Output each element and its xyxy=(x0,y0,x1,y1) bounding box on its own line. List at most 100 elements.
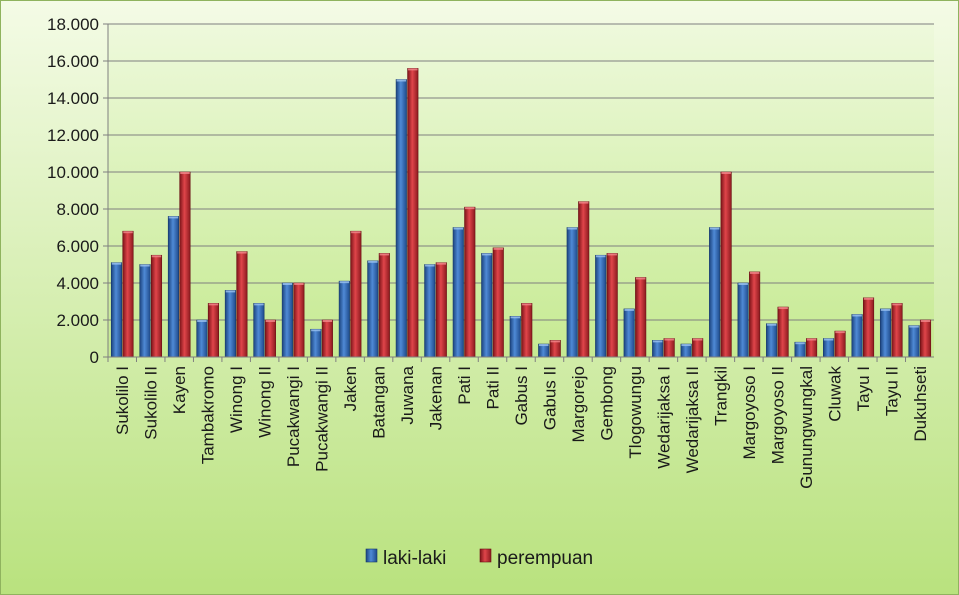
bar-cap xyxy=(237,251,247,254)
bar-cap xyxy=(225,290,236,293)
bar-laki-laki xyxy=(908,325,920,358)
bar-cap xyxy=(123,231,133,234)
bar-laki-laki xyxy=(367,260,379,358)
x-tick-label: Gembong xyxy=(597,366,616,441)
bar-cap xyxy=(282,283,293,285)
bar-cap xyxy=(909,325,919,328)
bar-perempuan xyxy=(492,247,504,358)
bar-cap xyxy=(425,264,435,267)
bar-cap xyxy=(368,260,378,263)
bar-laki-laki xyxy=(395,79,407,358)
x-tick-label: Margorejo xyxy=(569,366,588,443)
bar-cap xyxy=(624,308,634,311)
x-tick-label: Sukolilo I xyxy=(113,366,132,435)
bar-perempuan xyxy=(264,319,276,358)
bar-cap xyxy=(920,320,931,322)
x-tick-label: Dukuhseti xyxy=(911,366,930,442)
bar-cap xyxy=(322,320,333,322)
bar-laki-laki xyxy=(737,282,749,358)
bar-perempuan xyxy=(777,306,789,358)
bar-laki-laki xyxy=(652,340,664,358)
bar-cap xyxy=(652,340,663,343)
bar-laki-laki xyxy=(110,262,123,358)
bar-cap xyxy=(749,271,760,274)
bar-cap xyxy=(311,329,321,332)
gridlines xyxy=(108,23,934,358)
bar-laki-laki xyxy=(595,254,607,358)
bar-laki-laki xyxy=(310,328,322,358)
x-tick-label: Kayen xyxy=(170,366,189,414)
legend-swatch xyxy=(365,548,378,563)
bar-cap xyxy=(806,338,817,341)
bar-cap xyxy=(408,68,418,71)
bar-cap xyxy=(396,79,407,82)
bar-laki-laki xyxy=(709,227,721,358)
bar-cap xyxy=(522,303,532,306)
x-tick-label: Cluwak xyxy=(825,366,844,422)
x-tick-label: Jakenan xyxy=(427,366,446,430)
bar-laki-laki xyxy=(196,319,208,358)
bar-laki-laki xyxy=(623,308,635,358)
bar-cap xyxy=(254,303,264,306)
x-tick-label: Pucakwangi II xyxy=(313,366,332,472)
bar-cap xyxy=(453,227,464,230)
bar-laki-laki xyxy=(879,308,892,358)
bar-cap xyxy=(766,323,777,326)
bar-cap xyxy=(738,283,748,285)
x-tick-label: Pucakwangi I xyxy=(284,366,303,467)
bar-perempuan xyxy=(578,201,590,358)
bar-laki-laki xyxy=(823,338,835,358)
x-tick-label: Jaken xyxy=(341,366,360,411)
x-tick-label: Gabus I xyxy=(512,366,531,426)
bar-cap xyxy=(664,338,674,341)
bar-perempuan xyxy=(521,303,533,358)
x-tick-label: Tayu II xyxy=(882,366,901,416)
bar-laki-laki xyxy=(481,253,493,358)
bar-perempuan xyxy=(862,297,875,358)
bar-cap xyxy=(692,338,703,341)
y-tick-label: 0 xyxy=(90,348,99,367)
legend-label: perempuan xyxy=(497,548,593,569)
bar-cap xyxy=(339,281,350,284)
bar-cap xyxy=(197,320,207,322)
bar-cap xyxy=(721,172,731,174)
bar-perempuan xyxy=(749,271,761,358)
y-tick-label: 10.000 xyxy=(47,163,99,182)
x-tick-label: Tlogowungu xyxy=(626,366,645,459)
bar-perempuan xyxy=(720,171,732,358)
bar-cap xyxy=(681,344,691,347)
y-tick-label: 14.000 xyxy=(47,89,99,108)
bar-cap xyxy=(180,172,190,174)
bar-cap xyxy=(550,340,560,343)
bar-perempuan xyxy=(435,262,447,358)
bar-perempuan xyxy=(464,206,476,358)
y-tick-label: 16.000 xyxy=(47,52,99,71)
x-tick-label: Gunungwungkal xyxy=(797,366,816,489)
bar-cap xyxy=(465,207,475,210)
bar-cap xyxy=(795,342,805,345)
bar-perempuan xyxy=(407,68,419,358)
x-tick-label: Winong I xyxy=(227,366,246,433)
bar-perempuan xyxy=(150,254,163,358)
bar-cap xyxy=(607,253,617,256)
bar-perempuan xyxy=(350,230,362,358)
x-tick-label: Batangan xyxy=(370,366,389,439)
bar-laki-laki xyxy=(224,290,236,358)
x-tick-label: Trangkil xyxy=(711,366,730,426)
bar-laki-laki xyxy=(167,216,180,358)
bar-perempuan xyxy=(891,303,903,358)
bar-perempuan xyxy=(919,319,932,358)
x-tick-label: Gabus II xyxy=(540,366,559,430)
y-tick-label: 2.000 xyxy=(56,311,99,330)
y-axis: 0 2.000 4.000 6.000 8.000 10.000 12.000 14.000 1… xyxy=(47,15,109,367)
bar-cap xyxy=(892,303,902,306)
bar-cap xyxy=(880,308,891,311)
bar-perempuan xyxy=(122,230,134,358)
bar-perempuan xyxy=(692,338,704,358)
bar-laki-laki xyxy=(452,227,464,358)
x-tick-label: Margoyoso I xyxy=(740,366,759,460)
bar-cap xyxy=(823,338,834,341)
x-tick-label: Winong II xyxy=(256,366,275,438)
x-tick-label: Pati I xyxy=(455,366,474,405)
bar-cap xyxy=(436,262,447,265)
